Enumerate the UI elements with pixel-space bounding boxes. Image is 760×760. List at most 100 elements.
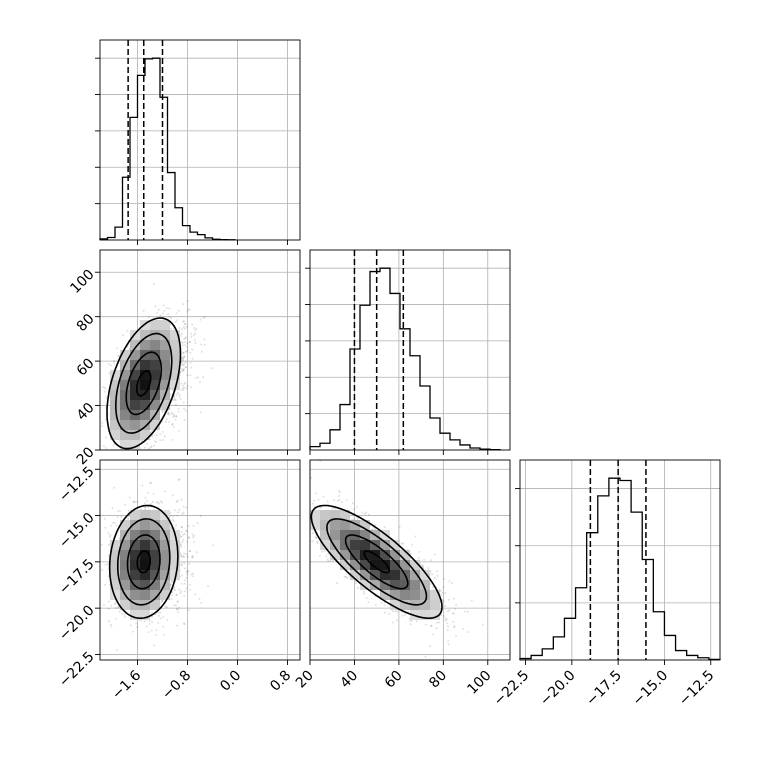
scatter-point xyxy=(102,386,105,389)
density-cell xyxy=(130,570,140,580)
scatter-point xyxy=(134,500,137,503)
density-cell xyxy=(160,540,170,550)
scatter-point xyxy=(173,413,176,416)
scatter-point xyxy=(184,350,187,353)
density-cell xyxy=(140,410,150,420)
scatter-point xyxy=(196,522,199,525)
density-cell xyxy=(160,570,170,580)
scatter-point xyxy=(173,604,176,607)
joint-p0-p2-panel xyxy=(99,459,301,661)
scatter-point xyxy=(171,411,174,414)
scatter-point xyxy=(186,346,189,348)
scatter-point xyxy=(139,619,142,622)
scatter-point xyxy=(120,461,122,463)
scatter-point xyxy=(184,337,187,340)
scatter-point xyxy=(453,612,455,615)
hist-p2-frame xyxy=(519,459,721,661)
scatter-point xyxy=(157,614,160,617)
scatter-point xyxy=(171,594,174,597)
scatter-point xyxy=(103,603,105,606)
scatter-point xyxy=(311,502,314,505)
density-cell xyxy=(130,560,140,570)
density-cell xyxy=(110,420,120,430)
scatter-point xyxy=(433,553,436,556)
scatter-point xyxy=(396,610,398,613)
scatter-point xyxy=(362,590,365,593)
scatter-point xyxy=(443,615,446,617)
scatter-point xyxy=(146,442,149,445)
density-cell xyxy=(170,550,180,560)
scatter-point xyxy=(294,467,296,469)
scatter-point xyxy=(436,621,439,624)
scatter-point xyxy=(294,491,296,493)
density-cell xyxy=(120,580,130,590)
scatter-point xyxy=(193,534,195,537)
scatter-point xyxy=(374,603,377,606)
density-cell xyxy=(130,590,140,600)
scatter-point xyxy=(176,600,179,603)
scatter-point xyxy=(193,339,196,341)
scatter-point xyxy=(139,452,141,454)
scatter-point xyxy=(155,629,158,632)
scatter-point xyxy=(357,586,359,589)
scatter-point xyxy=(191,554,194,557)
scatter-point xyxy=(311,532,314,535)
joint-p1-p2-panel xyxy=(294,459,511,661)
scatter-point xyxy=(113,603,116,606)
scatter-point xyxy=(181,512,184,515)
density-cell xyxy=(120,400,130,410)
scatter-point xyxy=(162,625,165,628)
scatter-point xyxy=(139,464,141,466)
density-cell xyxy=(120,430,130,440)
scatter-point xyxy=(303,493,305,495)
density-cell xyxy=(160,320,170,330)
scatter-point xyxy=(183,562,186,565)
scatter-point xyxy=(180,526,183,528)
density-cell xyxy=(150,570,160,580)
scatter-point xyxy=(187,609,190,611)
density-cell xyxy=(140,360,150,370)
scatter-point xyxy=(105,463,107,465)
scatter-point xyxy=(178,327,181,329)
scatter-point xyxy=(175,393,178,396)
scatter-point xyxy=(170,327,173,330)
joint-p0-p1-panel xyxy=(97,249,301,466)
scatter-point xyxy=(177,309,180,312)
scatter-point xyxy=(193,327,196,329)
scatter-point xyxy=(191,348,194,351)
scatter-point xyxy=(163,309,166,312)
scatter-point xyxy=(154,305,157,308)
density-cell xyxy=(160,520,170,530)
scatter-point xyxy=(175,312,178,315)
scatter-point xyxy=(331,507,334,510)
scatter-point xyxy=(455,603,458,606)
scatter-point xyxy=(186,530,188,533)
joint-p0-p2-contour-0 xyxy=(136,550,152,574)
scatter-point xyxy=(175,604,177,607)
scatter-point xyxy=(127,510,130,512)
density-cell xyxy=(160,560,170,570)
scatter-point xyxy=(402,542,405,545)
scatter-point xyxy=(97,408,99,410)
density-cell xyxy=(170,380,180,390)
scatter-point xyxy=(133,456,135,458)
scatter-point xyxy=(178,478,181,481)
scatter-point xyxy=(149,446,152,449)
scatter-point xyxy=(110,524,113,527)
density-cell xyxy=(170,570,180,580)
scatter-point xyxy=(184,323,186,326)
scatter-point xyxy=(352,508,355,511)
scatter-point xyxy=(453,625,456,628)
scatter-point xyxy=(184,361,187,364)
density-cell xyxy=(140,510,150,520)
density-cell xyxy=(130,340,140,350)
density-cell xyxy=(150,580,160,590)
scatter-point xyxy=(147,315,150,318)
scatter-point xyxy=(179,543,182,546)
scatter-point xyxy=(180,562,183,565)
scatter-point xyxy=(186,384,189,387)
scatter-point xyxy=(112,521,114,524)
scatter-point xyxy=(135,622,138,625)
density-cell xyxy=(170,370,180,380)
scatter-point xyxy=(190,366,193,369)
